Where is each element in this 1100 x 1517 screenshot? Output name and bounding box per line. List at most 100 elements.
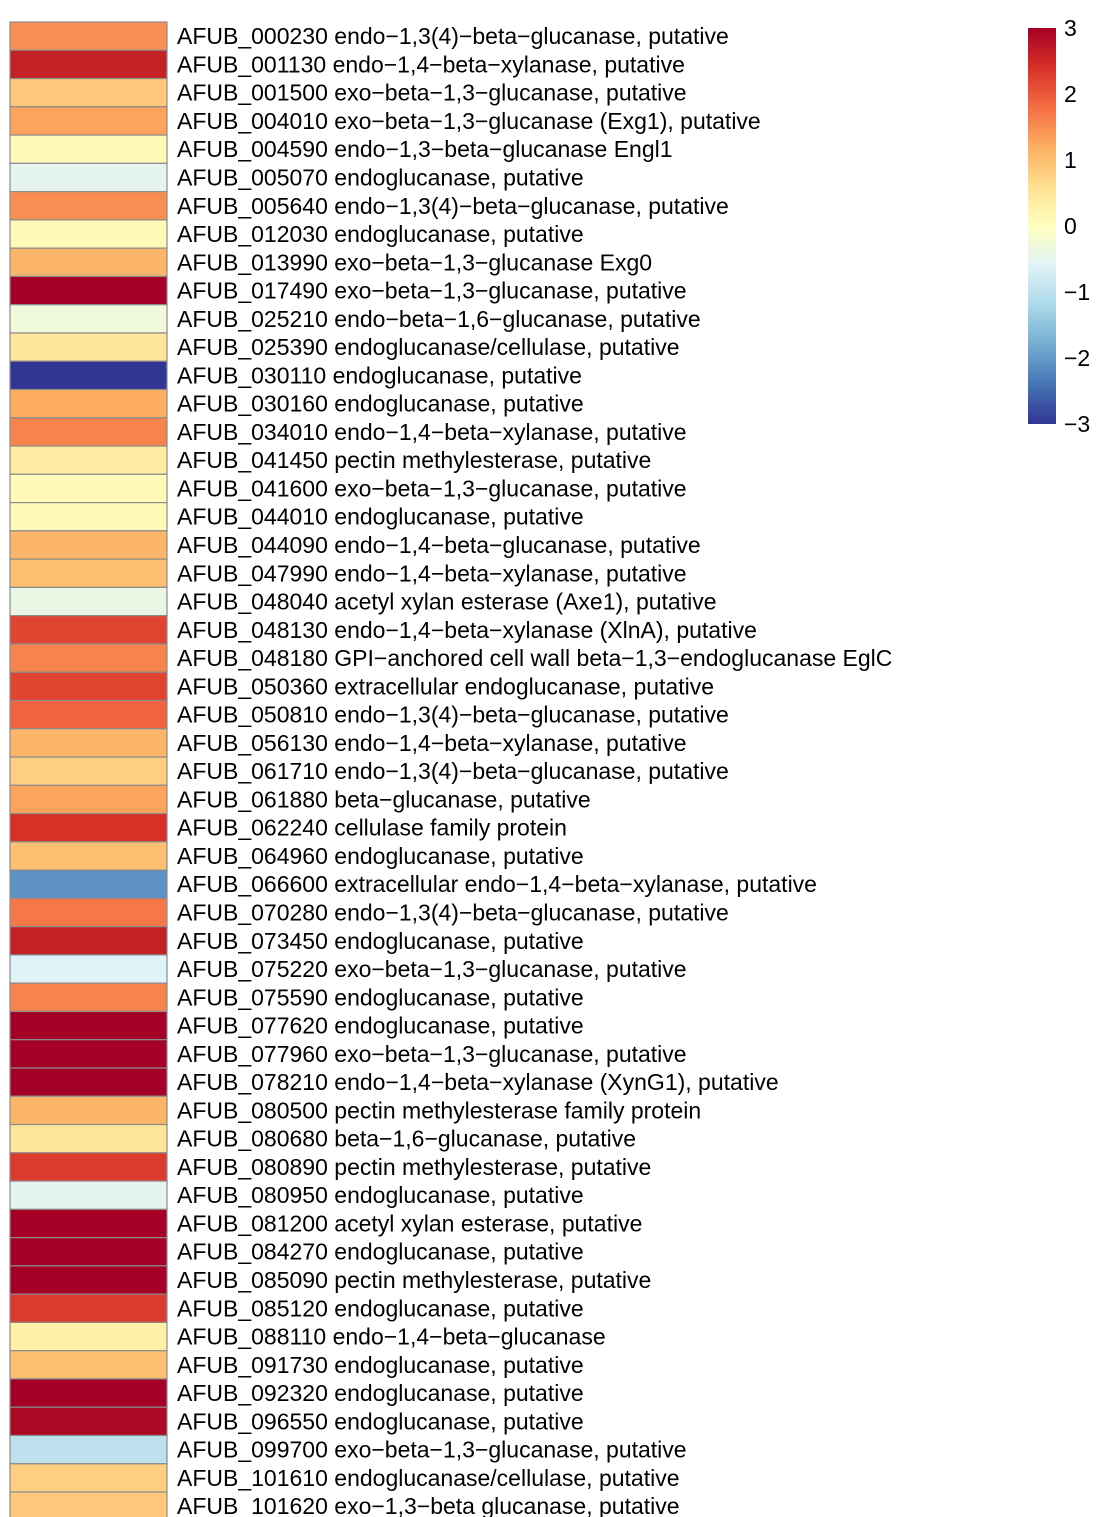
row-label: AFUB_050810 endo−1,3(4)−beta−glucanase, … [177, 702, 729, 728]
legend-tick-label: −2 [1064, 345, 1090, 371]
heatmap-cell [9, 1491, 168, 1517]
heatmap-cell [9, 1039, 168, 1069]
row-label: AFUB_091730 endoglucanase, putative [177, 1352, 584, 1378]
heatmap-cell [9, 1378, 168, 1408]
row-label: AFUB_048130 endo−1,4−beta−xylanase (XlnA… [177, 617, 757, 643]
heatmap-cell [9, 615, 168, 645]
heatmap-cell [9, 304, 168, 334]
row-label: AFUB_061710 endo−1,3(4)−beta−glucanase, … [177, 758, 729, 784]
row-label: AFUB_012030 endoglucanase, putative [177, 221, 584, 247]
row-label: AFUB_050360 extracellular endoglucanase,… [177, 673, 714, 699]
row-label: AFUB_047990 endo−1,4−beta−xylanase, puta… [177, 560, 687, 586]
heatmap-cell [9, 1293, 168, 1324]
heatmap-cell [9, 417, 168, 447]
row-label: AFUB_101620 exo−1,3−beta glucanase, puta… [177, 1493, 680, 1517]
heatmap-cell [9, 586, 168, 617]
row-label: AFUB_025390 endoglucanase/cellulase, put… [177, 334, 680, 360]
row-label: AFUB_004010 exo−beta−1,3−glucanase (Exg1… [177, 108, 761, 134]
row-label: AFUB_044090 endo−1,4−beta−glucanase, put… [177, 532, 701, 558]
row-label: AFUB_080500 pectin methylesterase family… [177, 1097, 701, 1123]
row-label: AFUB_005070 endoglucanase, putative [177, 164, 584, 190]
heatmap-cell [9, 332, 168, 362]
heatmap-cell [9, 1406, 168, 1437]
heatmap-cell [9, 954, 168, 984]
row-label: AFUB_062240 cellulase family protein [177, 815, 567, 841]
heatmap-cell [9, 728, 168, 758]
heatmap-cell [9, 219, 168, 249]
heatmap-cell [9, 756, 168, 786]
heatmap-cell [9, 558, 168, 589]
row-label: AFUB_025210 endo−beta−1,6−glucanase, put… [177, 306, 701, 332]
row-label: AFUB_056130 endo−1,4−beta−xylanase, puta… [177, 730, 687, 756]
heatmap-cell [9, 106, 168, 136]
heatmap-cell [9, 530, 168, 560]
heatmap-cell [9, 671, 168, 702]
heatmap-cell [9, 897, 168, 928]
heatmap-cell [9, 1321, 168, 1352]
row-label: AFUB_092320 endoglucanase, putative [177, 1380, 584, 1406]
heatmap-cell [9, 784, 168, 815]
row-label: AFUB_084270 endoglucanase, putative [177, 1239, 584, 1265]
heatmap-cell [9, 643, 168, 673]
heatmap-cell [9, 1180, 168, 1210]
heatmap-cell [9, 162, 168, 193]
legend-ticks: 3 2 1 0 −1 −2 −3 [1064, 15, 1090, 437]
row-label: AFUB_005640 endo−1,3(4)−beta−glucanase, … [177, 193, 729, 219]
row-label: AFUB_077960 exo−beta−1,3−glucanase, puta… [177, 1041, 687, 1067]
legend-tick-label: 0 [1064, 213, 1077, 239]
heatmap-cell [9, 473, 168, 504]
heatmap-cell [9, 77, 168, 108]
row-label: AFUB_075220 exo−beta−1,3−glucanase, puta… [177, 956, 687, 982]
row-label: AFUB_078210 endo−1,4−beta−xylanase (XynG… [177, 1069, 779, 1095]
row-label: AFUB_099700 exo−beta−1,3−glucanase, puta… [177, 1437, 687, 1463]
heatmap-cell [9, 445, 168, 475]
heatmap-cell [9, 134, 168, 164]
row-label: AFUB_070280 endo−1,3(4)−beta−glucanase, … [177, 900, 729, 926]
row-label: AFUB_085120 endoglucanase, putative [177, 1295, 584, 1321]
row-label: AFUB_001130 endo−1,4−beta−xylanase, puta… [177, 51, 685, 77]
heatmap-cell [9, 1067, 168, 1097]
heatmap-cell [9, 869, 168, 899]
row-label: AFUB_061880 beta−glucanase, putative [177, 786, 591, 812]
heatmap-cell [9, 1434, 168, 1465]
row-label: AFUB_041450 pectin methylesterase, putat… [177, 447, 651, 473]
heatmap-cell [9, 501, 168, 532]
row-label: AFUB_081200 acetyl xylan esterase, putat… [177, 1210, 642, 1236]
heatmap-cell [9, 49, 168, 80]
row-label: AFUB_096550 endoglucanase, putative [177, 1408, 584, 1434]
heatmap-cell [9, 1237, 168, 1267]
row-label: AFUB_030110 endoglucanase, putative [177, 362, 582, 388]
heatmap-cell [9, 1010, 168, 1041]
row-label: AFUB_064960 endoglucanase, putative [177, 843, 584, 869]
row-label: AFUB_048180 GPI−anchored cell wall beta−… [177, 645, 892, 671]
row-label: AFUB_085090 pectin methylesterase, putat… [177, 1267, 651, 1293]
row-label: AFUB_088110 endo−1,4−beta−glucanase [177, 1324, 606, 1350]
heatmap-cells [9, 21, 168, 1517]
heatmap-cell [9, 1095, 168, 1126]
heatmap-cell [9, 1152, 168, 1182]
row-label: AFUB_048040 acetyl xylan esterase (Axe1)… [177, 589, 717, 615]
row-labels: AFUB_000230 endo−1,3(4)−beta−glucanase, … [177, 23, 892, 1517]
heatmap-cell [9, 926, 168, 956]
heatmap-cell [9, 841, 168, 871]
heatmap-cell [9, 1265, 168, 1295]
row-label: AFUB_004590 endo−1,3−beta−glucanase Engl… [177, 136, 673, 162]
row-label: AFUB_001500 exo−beta−1,3−glucanase, puta… [177, 80, 687, 106]
row-label: AFUB_030160 endoglucanase, putative [177, 391, 584, 417]
heatmap-cell [9, 247, 168, 278]
heatmap-cell [9, 1208, 168, 1239]
row-label: AFUB_041600 exo−beta−1,3−glucanase, puta… [177, 475, 687, 501]
row-label: AFUB_013990 exo−beta−1,3−glucanase Exg0 [177, 249, 652, 275]
row-label: AFUB_080890 pectin methylesterase, putat… [177, 1154, 651, 1180]
color-legend: 3 2 1 0 −1 −2 −3 [1028, 15, 1090, 437]
row-label: AFUB_034010 endo−1,4−beta−xylanase, puta… [177, 419, 687, 445]
row-label: AFUB_080680 beta−1,6−glucanase, putative [177, 1126, 636, 1152]
heatmap-cell [9, 1463, 168, 1493]
row-label: AFUB_077620 endoglucanase, putative [177, 1013, 584, 1039]
row-label: AFUB_075590 endoglucanase, putative [177, 984, 584, 1010]
heatmap-cell [9, 388, 168, 419]
heatmap-cell [9, 191, 168, 221]
heatmap-cell [9, 1123, 168, 1154]
row-label: AFUB_066600 extracellular endo−1,4−beta−… [177, 871, 817, 897]
